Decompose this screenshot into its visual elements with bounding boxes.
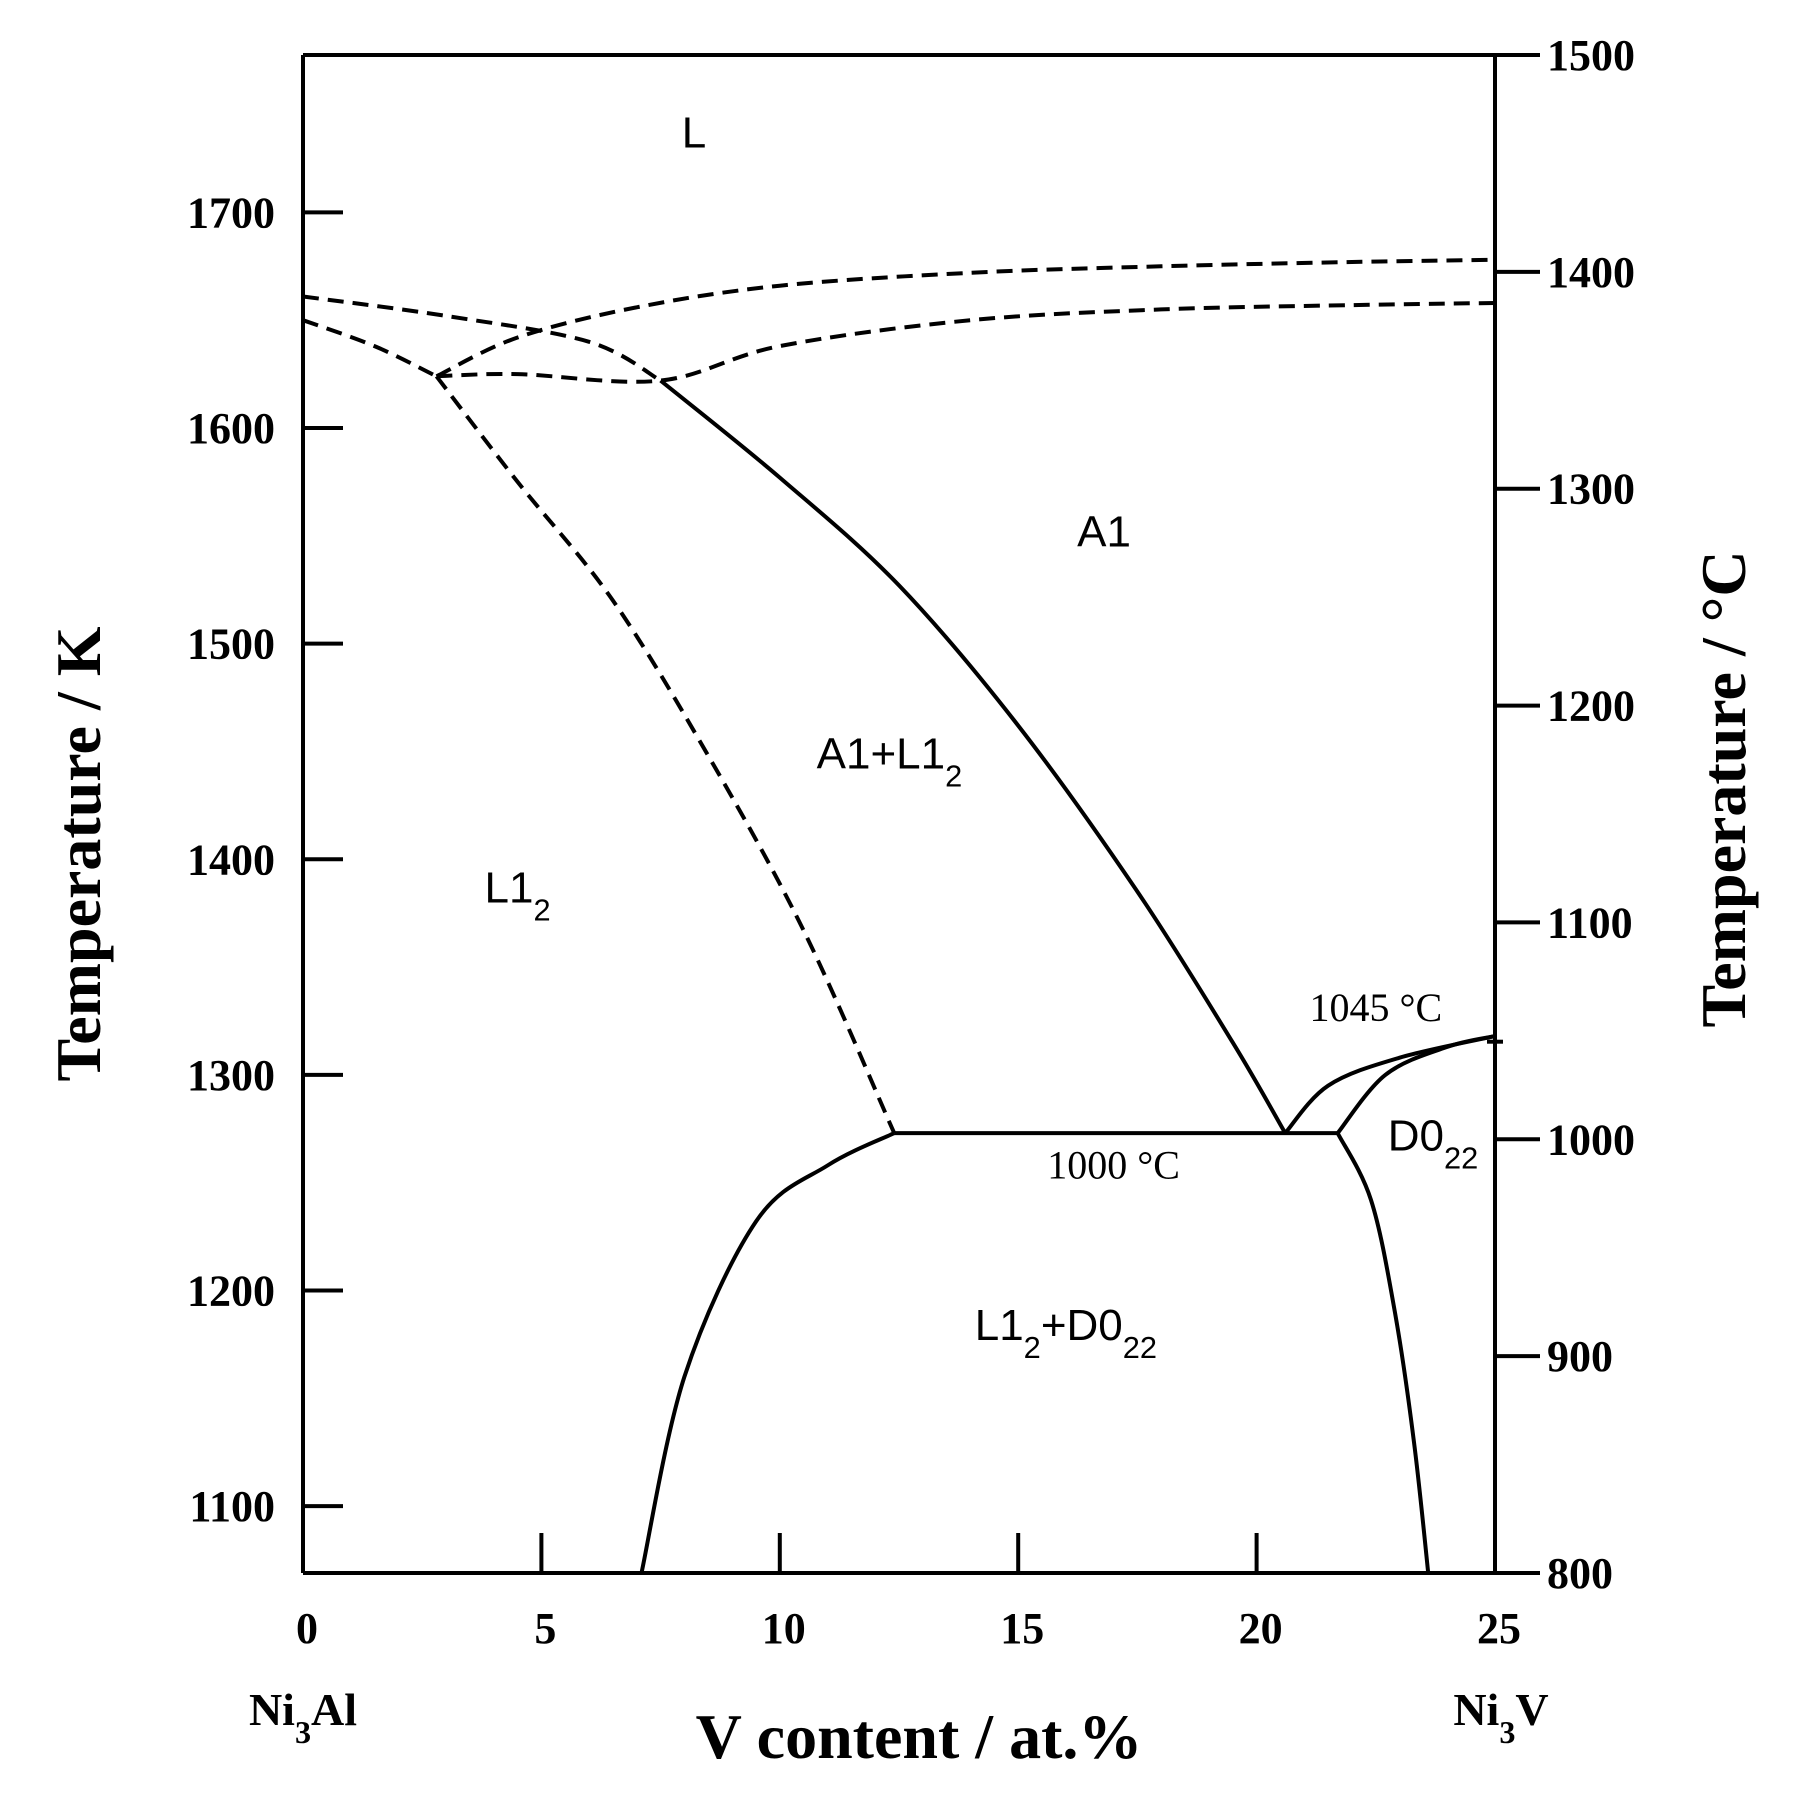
axis-ticks: 1100 1200 1300 1400 1500 1600 1700 800 900 1000 11… (187, 31, 1635, 1653)
x-endpoint-label: Ni3Al (249, 1684, 357, 1750)
x-endpoint-label: Ni3V (1453, 1684, 1548, 1750)
temperature-annotation: 1000 °C (1047, 1142, 1180, 1187)
phase-boundaries (302, 257, 1496, 1574)
phase-boundary-6 (659, 379, 1287, 1135)
y-right-tick-label: 1200 (1547, 682, 1635, 731)
y-axis-title-left: Temperature / K (43, 626, 114, 1081)
y-axis-title-right: Temperature / °C (1688, 550, 1759, 1027)
y-right-tick-label: 1500 (1547, 31, 1635, 80)
y-right-tick-label: 900 (1547, 1332, 1613, 1381)
phase-boundary-1 (302, 294, 662, 383)
phase-boundary-2 (302, 318, 438, 379)
x-tick-label: 20 (1239, 1604, 1283, 1653)
plot-frame (301, 53, 1497, 1575)
phase-boundary-8 (639, 1131, 896, 1574)
y-left-tick-label: 1100 (189, 1482, 275, 1531)
y-right-tick-label: 800 (1547, 1549, 1613, 1598)
chart-labels: L A1 A1+L12 L12 L12+D022 D022 1000 °C 1045 °C Ni… (43, 109, 1759, 1772)
x-tick-label: 0 (296, 1604, 318, 1653)
y-right-tick-label: 1300 (1547, 465, 1635, 514)
y-left-tick-label: 1200 (187, 1267, 275, 1316)
y-left-tick-label: 1400 (187, 835, 275, 884)
temperature-annotation: 1045 °C (1309, 985, 1442, 1030)
x-tick-label: 15 (1000, 1604, 1044, 1653)
phase-label: L (682, 109, 706, 158)
y-left-tick-label: 1700 (187, 188, 275, 237)
y-right-tick-label: 1100 (1547, 898, 1633, 947)
phase-label: A1 (1077, 508, 1131, 557)
phase-boundary-4 (436, 301, 1496, 384)
x-tick-label: 5 (534, 1604, 556, 1653)
phase-label: D022 (1388, 1111, 1479, 1175)
x-axis-title: V content / at.% (696, 1701, 1143, 1772)
y-right-tick-label: 1400 (1547, 248, 1635, 297)
phase-boundary-3 (435, 257, 1496, 379)
y-right-tick-label: 1000 (1547, 1115, 1635, 1164)
phase-label: L12 (485, 863, 551, 927)
phase-boundary-11 (1336, 1034, 1496, 1135)
phase-label: L12+D022 (975, 1301, 1157, 1365)
phase-label: A1+L12 (817, 730, 963, 794)
x-tick-label: 10 (762, 1604, 806, 1653)
y-left-tick-label: 1300 (187, 1051, 275, 1100)
x-tick-label: 25 (1477, 1604, 1521, 1653)
y-left-tick-label: 1500 (187, 620, 275, 669)
phase-boundary-9 (1335, 1132, 1431, 1574)
y-left-tick-label: 1600 (187, 404, 275, 453)
phase-boundary-5 (434, 375, 897, 1134)
